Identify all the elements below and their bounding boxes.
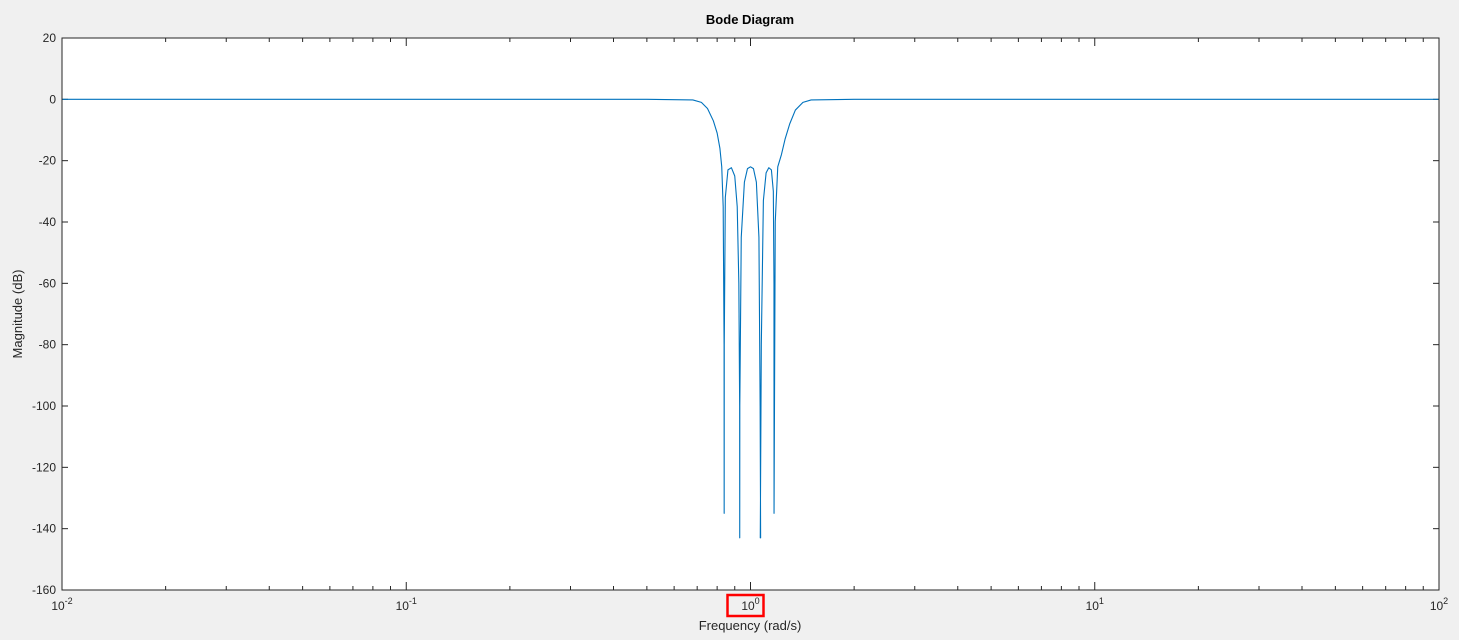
y-ticks: 20 0 -20 -40 -60 -80 -100 -120 -140 -160 [32,31,1439,597]
y-tick-label: -20 [39,154,57,168]
y-tick-label: -140 [32,522,56,536]
axes-box [61,37,1440,591]
highlight-layer [726,593,765,618]
y-tick-label: 0 [49,92,56,106]
y-tick-label: -80 [39,338,57,352]
tick-highlight-box [726,593,765,618]
series-layer [62,98,1439,539]
y-tick-label: 20 [43,31,57,45]
x-tick-label: 102 [1430,596,1448,613]
x-tick-label: 10-2 [51,596,72,613]
y-tick-label: -120 [32,460,56,474]
x-axis-label: Frequency (rad/s) [699,618,802,633]
x-tick-label: 101 [1086,596,1104,613]
y-tick-label: -60 [39,276,57,290]
x-tick-label: 10-1 [396,596,417,613]
x-minor-ticks [165,38,1424,590]
x-ticks: 10-2 10-1 100 101 102 [51,38,1448,613]
y-axis-label: Magnitude (dB) [10,270,25,359]
y-tick-label: -100 [32,399,56,413]
y-tick-label: -160 [32,583,56,597]
plot-area [62,38,1439,590]
y-tick-label: -40 [39,215,57,229]
x-tick-label: 100 [741,596,759,613]
chart-title: Bode Diagram [706,12,794,27]
magnitude-series-line [62,98,1439,539]
